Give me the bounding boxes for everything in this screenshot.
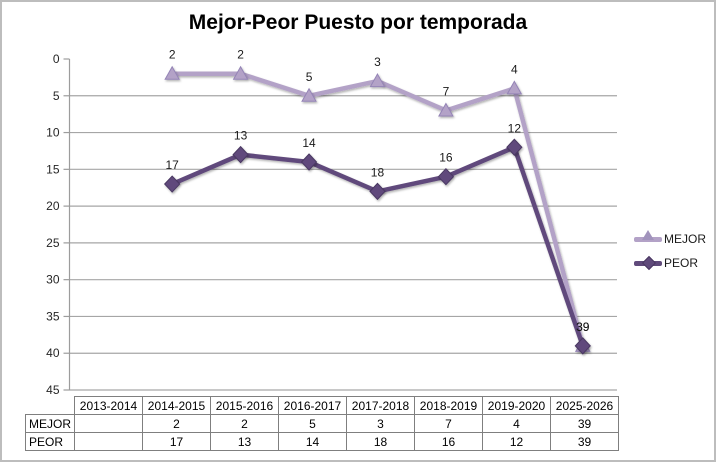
y-tick-label: 35 <box>46 309 60 323</box>
data-label: 2 <box>169 48 176 62</box>
y-tick-label: 30 <box>46 273 60 287</box>
table-cell: 2 <box>210 414 279 433</box>
data-label: 17 <box>165 158 179 172</box>
season-column-header: 2016-2017 <box>278 396 347 415</box>
table-cell: 39 <box>550 414 619 433</box>
legend-label-mejor: MEJOR <box>664 232 706 246</box>
y-tick-label: 5 <box>53 89 60 103</box>
data-labels-peor: 17 13 14 18 16 12 39 <box>165 121 589 334</box>
table-cell: 12 <box>482 432 551 451</box>
diamond-marker[interactable] <box>437 167 455 186</box>
legend-item-mejor[interactable]: MEJOR <box>634 229 706 246</box>
data-label: 2 <box>237 48 244 62</box>
table-cell <box>74 432 143 451</box>
table-cell: 5 <box>278 414 347 433</box>
triangle-marker[interactable] <box>506 80 523 95</box>
table-row: PEOR 17 13 14 18 16 12 39 <box>25 432 619 451</box>
triangle-marker[interactable] <box>438 102 454 117</box>
y-tick-label: 25 <box>46 236 60 250</box>
gridlines <box>69 95 617 391</box>
y-tick-label: 15 <box>46 162 60 176</box>
y-axis <box>63 58 71 391</box>
diamond-marker-icon <box>641 255 657 270</box>
data-label: 39 <box>576 320 590 334</box>
season-column-header: 2015-2016 <box>210 396 279 415</box>
mejor-line-sample <box>634 229 662 242</box>
table-cell <box>74 414 143 433</box>
data-label: 4 <box>511 62 518 76</box>
data-label: 12 <box>508 121 522 135</box>
y-tick-label: 40 <box>46 346 60 360</box>
y-axis-labels: 0 5 10 15 20 25 30 35 40 45 <box>46 52 60 397</box>
table-row: MEJOR 2 2 5 3 7 4 39 <box>25 414 619 433</box>
data-label: 3 <box>374 55 381 69</box>
series-lines <box>169 71 586 349</box>
legend-item-peor[interactable]: PEOR <box>634 255 706 270</box>
triangle-marker[interactable] <box>232 65 249 80</box>
season-column-header: 2019-2020 <box>482 396 551 415</box>
series-row-header: PEOR <box>25 432 75 451</box>
triangle-marker[interactable] <box>301 87 317 102</box>
table-cell: 14 <box>278 432 347 451</box>
data-label: 16 <box>439 151 453 165</box>
season-column-header: 2014-2015 <box>142 396 211 415</box>
diamond-marker[interactable] <box>163 175 181 193</box>
diamond-marker[interactable] <box>506 138 523 156</box>
table-cell: 4 <box>482 414 551 433</box>
table-cell: 3 <box>346 414 415 433</box>
y-tick-label: 10 <box>46 126 60 140</box>
table-cell: 2 <box>142 414 211 433</box>
y-tick-label: 45 <box>46 383 60 397</box>
chart-title: Mejor-Peor Puesto por temporada <box>188 11 528 34</box>
diamond-marker[interactable] <box>300 153 318 171</box>
season-column-header: 2017-2018 <box>346 396 415 415</box>
data-label: 18 <box>371 165 385 179</box>
diamond-marker[interactable] <box>232 145 249 164</box>
triangle-marker-icon <box>642 229 654 240</box>
data-label: 39 <box>576 320 590 334</box>
diamond-marker[interactable] <box>574 337 591 355</box>
season-column-header: 2025-2026 <box>550 396 619 415</box>
data-label: 13 <box>234 129 248 143</box>
diamond-marker[interactable] <box>369 182 386 201</box>
y-tick-label: 20 <box>46 199 60 213</box>
data-label: 14 <box>302 136 316 150</box>
season-column-header: 2018-2019 <box>414 396 483 415</box>
table-cell: 7 <box>414 414 483 433</box>
data-labels-mejor: 2 2 5 3 7 4 39 <box>169 48 590 334</box>
table-cell: 17 <box>142 432 211 451</box>
table-cell: 18 <box>346 432 415 451</box>
legend-label-peor: PEOR <box>664 256 699 270</box>
table-header-row: 2013-2014 2014-2015 2015-2016 2016-2017 2017… <box>26 396 619 415</box>
table-cell: 13 <box>210 432 279 451</box>
peor-line-sample <box>634 255 662 270</box>
table-cell: 39 <box>550 432 619 451</box>
data-label: 5 <box>306 70 313 84</box>
data-table: 2013-2014 2014-2015 2015-2016 2016-2017 2017… <box>25 396 619 451</box>
series-markers-mejor <box>164 65 591 352</box>
legend: MEJOR PEOR <box>634 229 706 270</box>
series-row-header: MEJOR <box>25 414 75 433</box>
table-cell: 16 <box>414 432 483 451</box>
table-corner <box>26 397 75 415</box>
triangle-marker[interactable] <box>369 73 386 88</box>
season-column-header: 2013-2014 <box>74 396 143 415</box>
triangle-marker[interactable] <box>164 65 181 80</box>
series-markers-peor <box>163 138 591 355</box>
data-label: 7 <box>443 84 450 98</box>
y-tick-label: 0 <box>53 52 60 66</box>
series-line-mejor[interactable] <box>169 71 586 349</box>
